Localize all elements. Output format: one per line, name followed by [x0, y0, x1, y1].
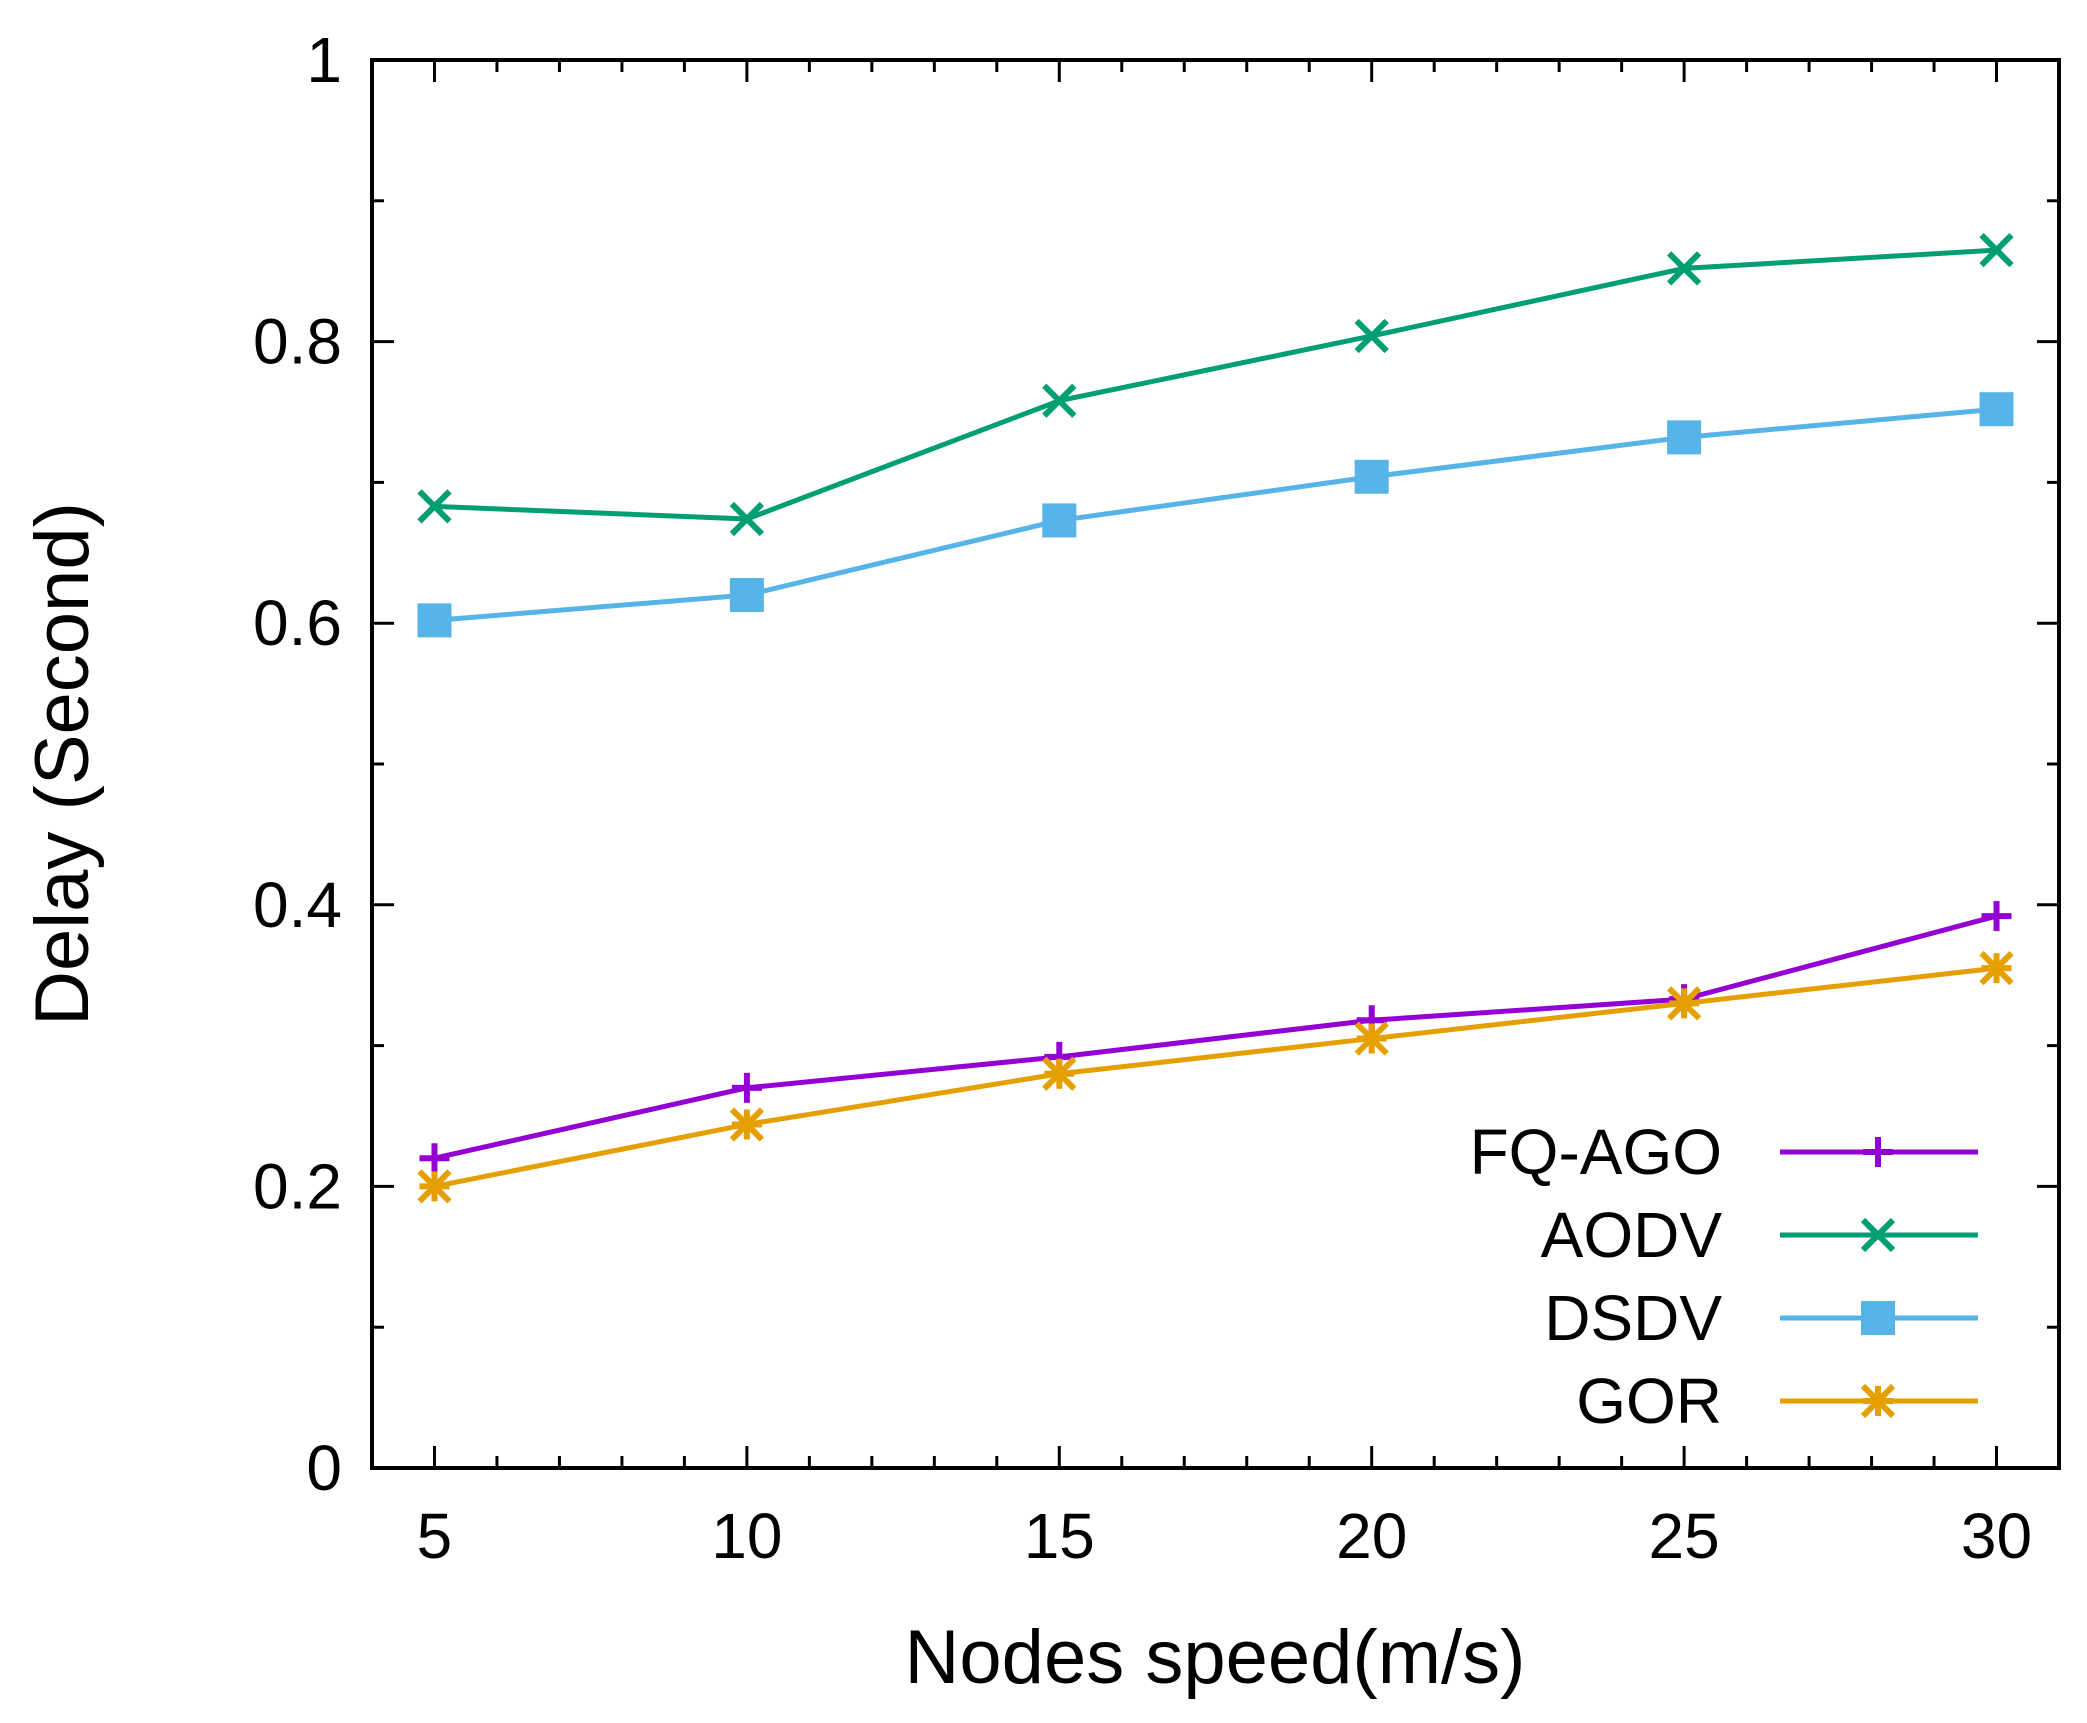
- series-dsdv: [417, 392, 2014, 638]
- series-line-dsdv: [434, 406, 1997, 623]
- legend-entry-gor: GOR: [1576, 1365, 1978, 1437]
- y-tick-label: 0: [306, 1432, 342, 1504]
- data-point-dsdv: [729, 578, 764, 613]
- data-point-aodv: [1979, 232, 2014, 268]
- y-tick-label: 0.2: [253, 1150, 342, 1222]
- x-tick-label: 5: [417, 1500, 453, 1572]
- x-tick-label: 15: [1024, 1500, 1095, 1572]
- data-point-fq-ago: [731, 1072, 762, 1103]
- axis-ticks: [370, 58, 2061, 1470]
- data-point-dsdv: [1667, 420, 1702, 455]
- legend-entry-dsdv: DSDV: [1544, 1282, 1978, 1354]
- legend-marker: [1860, 1217, 1896, 1253]
- data-point-gor: [1979, 951, 2014, 986]
- data-point-gor: [417, 1169, 452, 1204]
- y-axis-label: Delay (Second): [20, 502, 105, 1026]
- data-point-gor: [1354, 1021, 1389, 1056]
- legend-marker: [1860, 1383, 1896, 1419]
- data-point-gor: [1666, 986, 1702, 1021]
- y-tick-label: 0.6: [253, 587, 342, 659]
- data-point-fq-ago: [419, 1143, 450, 1174]
- legend-label: GOR: [1576, 1365, 1722, 1437]
- series-aodv: [417, 232, 2014, 537]
- data-point-dsdv: [1042, 503, 1077, 538]
- data-point-aodv: [1042, 383, 1077, 418]
- series-gor: [417, 951, 2014, 1204]
- legend-label: AODV: [1541, 1199, 1723, 1271]
- series-line-gor: [433, 965, 1997, 1189]
- y-tick-label: 0.8: [253, 306, 342, 378]
- data-point-gor: [729, 1107, 765, 1142]
- y-tick-label: 1: [306, 24, 342, 96]
- data-point-fq-ago: [1981, 901, 2012, 932]
- legend-label: FQ-AGO: [1470, 1116, 1722, 1188]
- series-fq-ago: [419, 901, 2012, 1174]
- x-tick-label: 25: [1649, 1500, 1720, 1572]
- x-tick-label: 30: [1961, 1500, 2032, 1572]
- legend-entry-fq-ago: FQ-AGO: [1470, 1116, 1978, 1188]
- data-point-aodv: [1666, 251, 1702, 286]
- y-tick-labels: 0 0.2 0.4 0.6 0.8 1: [253, 24, 342, 1504]
- x-tick-labels: 5 10 15 20 25 30: [417, 1500, 2032, 1572]
- data-point-aodv: [729, 501, 765, 537]
- data-point-aodv: [417, 489, 452, 524]
- legend-entry-aodv: AODV: [1541, 1199, 1978, 1271]
- series-lines: [417, 232, 2014, 1204]
- x-tick-label: 20: [1336, 1500, 1407, 1572]
- y-tick-label: 0.4: [253, 869, 342, 941]
- data-point-gor: [1042, 1056, 1077, 1091]
- data-point-dsdv: [1979, 392, 2014, 427]
- series-line-aodv: [434, 247, 1997, 522]
- data-point-dsdv: [417, 603, 452, 638]
- x-axis-label: Nodes speed(m/s): [905, 1615, 1526, 1700]
- legend-marker: [1861, 1301, 1895, 1335]
- x-tick-label: 10: [711, 1500, 782, 1572]
- legend-marker: [1863, 1137, 1893, 1167]
- legend: FQ-AGO AODV DSDV GOR: [1470, 1116, 1978, 1437]
- series-line-fq-ago: [433, 913, 1998, 1161]
- plot-frame: [370, 58, 2061, 1470]
- data-point-aodv: [1354, 318, 1389, 354]
- legend-label: DSDV: [1544, 1282, 1722, 1354]
- data-point-dsdv: [1354, 459, 1389, 494]
